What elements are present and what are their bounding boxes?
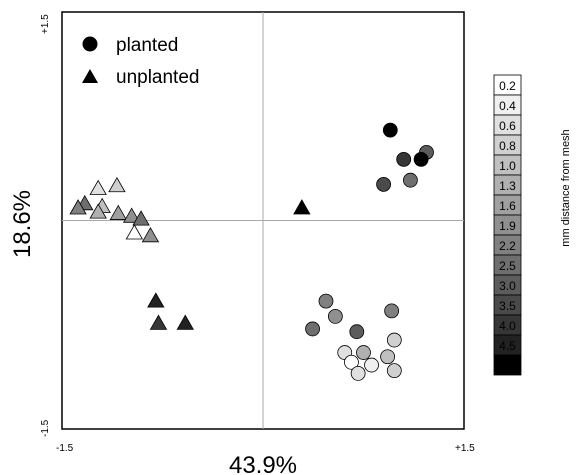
y-tick-min: -1.5 xyxy=(40,419,51,437)
color-scale-label-2: 0.4 xyxy=(499,99,516,113)
unplanted-point-13 xyxy=(147,292,165,308)
planted-point-7 xyxy=(318,293,334,309)
data-points xyxy=(69,122,434,381)
legend-label-planted: planted xyxy=(116,35,178,56)
color-scale-label-12: 3.5 xyxy=(499,299,516,313)
color-scale-title: mm distance from mesh xyxy=(560,129,572,246)
x-axis-title: 43.9% xyxy=(229,452,297,475)
color-scale-label-8: 1.9 xyxy=(499,219,516,233)
x-tick-min: -1.5 xyxy=(56,443,74,454)
color-scale-label-6: 1.3 xyxy=(499,179,516,193)
unplanted-point-6 xyxy=(109,204,127,220)
y-tick-max: +1.5 xyxy=(40,14,51,34)
planted-point-14 xyxy=(386,332,402,348)
color-scale-label-9: 2.2 xyxy=(499,239,516,253)
unplanted-point-11 xyxy=(141,226,160,243)
planted-point-18 xyxy=(350,365,366,381)
unplanted-point-8 xyxy=(69,199,87,215)
color-scale-label-3: 0.6 xyxy=(499,119,516,133)
unplanted-point-7 xyxy=(122,207,141,223)
x-tick-max: +1.5 xyxy=(455,443,475,454)
legend-triangle-marker xyxy=(82,69,98,83)
color-scale-swatch-15 xyxy=(493,354,522,376)
color-scale-label-1: 0.2 xyxy=(499,79,516,93)
planted-point-16 xyxy=(344,354,359,370)
planted-point-8 xyxy=(384,303,400,319)
color-scale: 0.2 0.4 0.6 0.8 1.0 1.3 1.6 1.9 2.2 2.5 3.0 3.5 4.0 4… xyxy=(493,74,522,376)
planted-point-17 xyxy=(364,357,379,373)
planted-point-1 xyxy=(382,122,398,138)
unplanted-point-9 xyxy=(132,210,150,226)
legend: planted unplanted xyxy=(82,35,199,88)
color-scale-label-13: 4.0 xyxy=(499,319,516,333)
planted-point-6 xyxy=(402,172,418,188)
planted-point-2 xyxy=(396,151,412,167)
planted-point-12 xyxy=(356,345,371,360)
legend-circle-marker xyxy=(82,36,98,52)
planted-point-4 xyxy=(413,151,429,167)
planted-point-19 xyxy=(386,363,402,379)
unplanted-point-2 xyxy=(108,176,126,193)
color-scale-label-10: 2.5 xyxy=(499,259,516,273)
y-axis-title: 18.6% xyxy=(9,190,36,258)
unplanted-point-5 xyxy=(89,203,107,219)
unplanted-point-10 xyxy=(125,224,144,240)
color-scale-label-4: 0.8 xyxy=(499,139,516,153)
color-scale-label-14: 4.5 xyxy=(499,339,516,353)
color-scale-label-15: 5.0 xyxy=(499,359,516,373)
planted-point-13 xyxy=(380,349,396,365)
legend-label-unplanted: unplanted xyxy=(116,67,199,88)
color-scale-label-11: 3.0 xyxy=(499,279,516,293)
unplanted-point-14 xyxy=(149,314,168,330)
planted-point-10 xyxy=(305,321,320,337)
color-scale-label-7: 1.6 xyxy=(499,199,516,213)
planted-point-5 xyxy=(376,176,392,192)
planted-point-9 xyxy=(327,309,343,324)
color-scale-label-5: 1.0 xyxy=(499,159,516,173)
planted-point-11 xyxy=(349,324,365,340)
unplanted-point-15 xyxy=(176,314,194,330)
unplanted-point-12 xyxy=(293,199,311,215)
unplanted-point-1 xyxy=(89,179,107,195)
